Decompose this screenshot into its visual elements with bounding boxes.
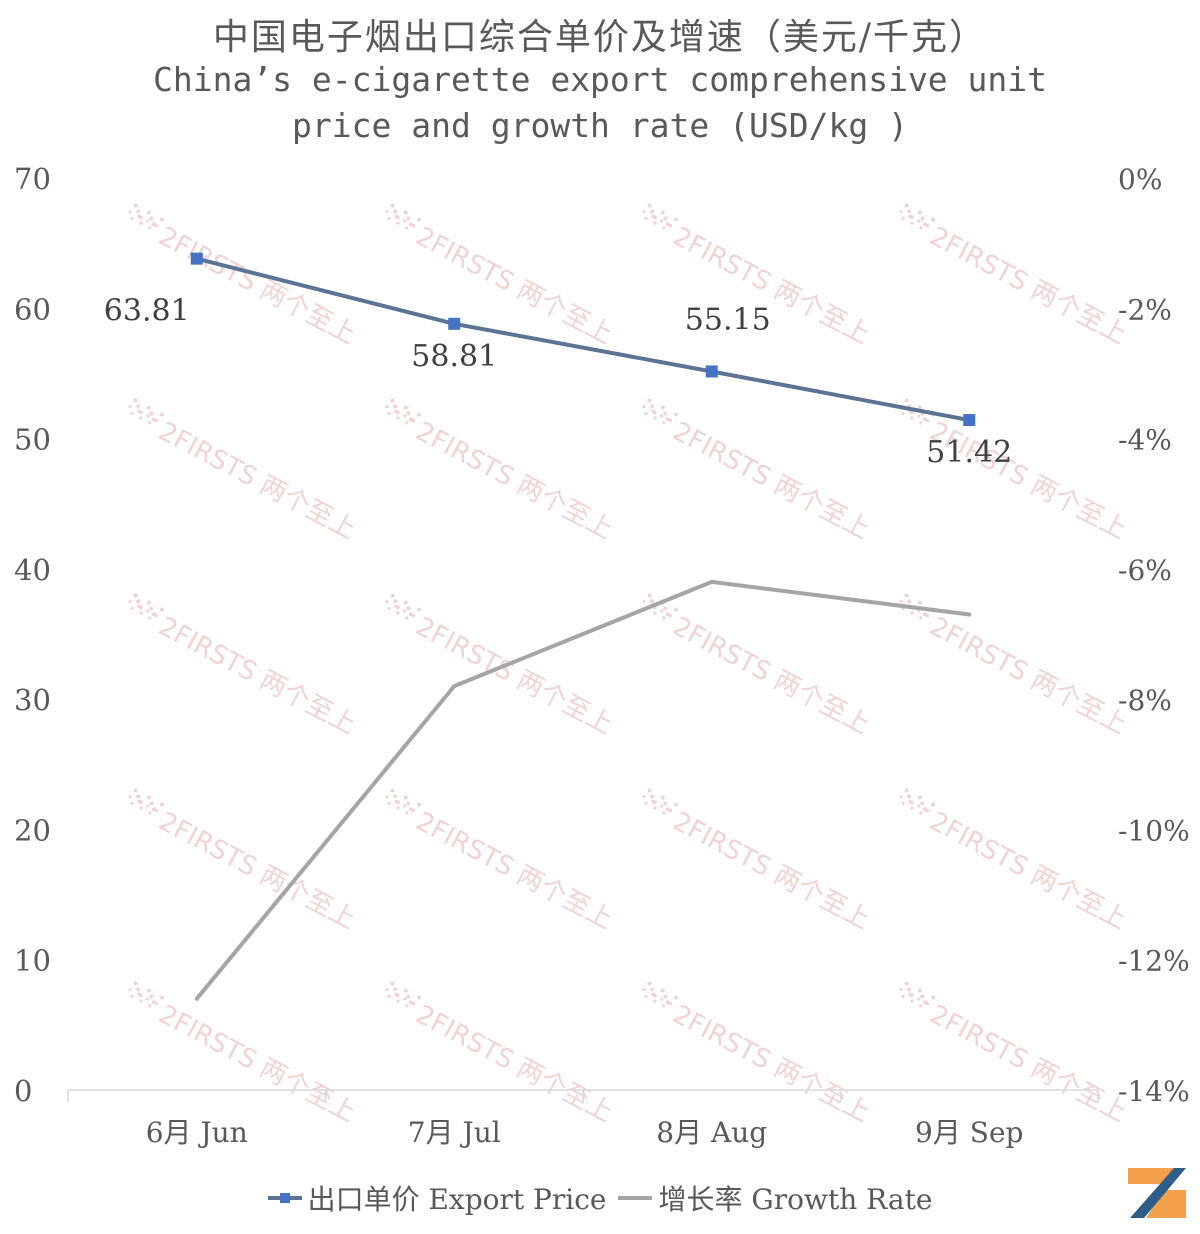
watermark-text: 2FIRSTS 两个至上 bbox=[411, 222, 618, 351]
y-left-tick-label: 60 bbox=[14, 292, 51, 326]
chart-legend: 出口单价 Export Price 增长率 Growth Rate bbox=[0, 1178, 1200, 1218]
watermark-mark: 2FIRSTS 两个至上 bbox=[385, 398, 618, 546]
y-left-tick-label: 10 bbox=[14, 944, 51, 978]
watermark-text: 2FIRSTS 两个至上 bbox=[925, 222, 1132, 351]
series-layer bbox=[190, 252, 976, 1001]
x-tick-label: 8月 Aug bbox=[656, 1116, 767, 1149]
x-tick-label: 6月 Jun bbox=[146, 1116, 248, 1149]
watermark-mark: 2FIRSTS 两个至上 bbox=[385, 203, 618, 351]
watermark-text: 2FIRSTS 两个至上 bbox=[668, 417, 875, 546]
watermark-mark: 2FIRSTS 两个至上 bbox=[128, 788, 361, 936]
x-tick-label: 9月 Sep bbox=[915, 1116, 1023, 1149]
data-label-export-price: 51.42 bbox=[926, 435, 1012, 470]
y-left-tick-label: 30 bbox=[14, 683, 51, 717]
data-label-export-price: 63.81 bbox=[104, 294, 190, 329]
data-label-export-price: 55.15 bbox=[685, 302, 771, 337]
data-point-export-price bbox=[705, 365, 718, 378]
watermark-text: 2FIRSTS 两个至上 bbox=[154, 1000, 361, 1129]
y-left-tick-label: 20 bbox=[14, 813, 51, 847]
y-left-tick-label: 40 bbox=[14, 553, 51, 587]
legend-item-export-price: 出口单价 Export Price bbox=[267, 1178, 607, 1218]
y-right-tick-label: -8% bbox=[1118, 684, 1172, 717]
watermark-mark: 2FIRSTS 两个至上 bbox=[899, 981, 1132, 1129]
watermark-text: 2FIRSTS 两个至上 bbox=[411, 807, 618, 936]
watermark-mark: 2FIRSTS 两个至上 bbox=[642, 593, 875, 741]
y-left-tick-label: 0 bbox=[14, 1074, 32, 1108]
data-point-export-price bbox=[190, 252, 203, 265]
watermark-mark: 2FIRSTS 两个至上 bbox=[128, 398, 361, 546]
y-right-tick-label: 0% bbox=[1118, 163, 1162, 196]
legend-swatch-export-price bbox=[267, 1188, 302, 1208]
watermark-text: 2FIRSTS 两个至上 bbox=[154, 417, 361, 546]
y-right-tick-label: -14% bbox=[1118, 1075, 1190, 1108]
data-label-export-price: 58.81 bbox=[411, 339, 497, 374]
watermark-mark: 2FIRSTS 两个至上 bbox=[385, 593, 618, 741]
watermark-layer: 2FIRSTS 两个至上 2FIRSTS 两个至上 2FIRSTS 两个至上 2FIR… bbox=[128, 203, 1132, 1129]
watermark-mark: 2FIRSTS 两个至上 bbox=[899, 398, 1132, 546]
chart-title-cn: 中国电子烟出口综合单价及增速（美元/千克） bbox=[212, 17, 988, 58]
data-point-export-price bbox=[963, 414, 976, 427]
y-left-tick-label: 50 bbox=[14, 423, 51, 457]
legend-label-export-price: 出口单价 Export Price bbox=[307, 1183, 607, 1216]
legend-swatch-growth-rate bbox=[618, 1188, 653, 1208]
watermark-text: 2FIRSTS 两个至上 bbox=[154, 222, 361, 351]
watermark-text: 2FIRSTS 两个至上 bbox=[668, 1000, 875, 1129]
data-point-export-price bbox=[448, 317, 461, 330]
y-left-tick-label: 70 bbox=[14, 162, 51, 196]
data-labels-layer: 63.81 58.81 55.15 51.42 bbox=[104, 294, 1012, 470]
watermark-text: 2FIRSTS 两个至上 bbox=[668, 612, 875, 741]
y-right-tick-label: -6% bbox=[1118, 554, 1172, 587]
chart-title-en-line2: price and growth rate (USD/kg ) bbox=[292, 106, 908, 145]
y-right-tick-label: -2% bbox=[1118, 293, 1172, 326]
chart-axes: 6月 Jun 7月 Jul 8月 Aug 9月 Sep 0 10 20 30 40 50 60 70 -… bbox=[14, 162, 1190, 1149]
watermark-mark: 2FIRSTS 两个至上 bbox=[899, 203, 1132, 351]
watermark-text: 2FIRSTS 两个至上 bbox=[411, 417, 618, 546]
x-tick-label: 7月 Jul bbox=[408, 1116, 501, 1149]
watermark-text: 2FIRSTS 两个至上 bbox=[411, 1000, 618, 1129]
watermark-text: 2FIRSTS 两个至上 bbox=[925, 612, 1132, 741]
watermark-mark: 2FIRSTS 两个至上 bbox=[642, 788, 875, 936]
watermark-mark: 2FIRSTS 两个至上 bbox=[128, 593, 361, 741]
y-right-tick-label: -4% bbox=[1118, 424, 1172, 457]
y-right-tick-label: -12% bbox=[1118, 945, 1190, 978]
watermark-text: 2FIRSTS 两个至上 bbox=[668, 807, 875, 936]
watermark-mark: 2FIRSTS 两个至上 bbox=[899, 788, 1132, 936]
watermark-mark: 2FIRSTS 两个至上 bbox=[385, 981, 618, 1129]
legend-item-growth-rate: 增长率 Growth Rate bbox=[618, 1178, 932, 1218]
legend-label-growth-rate: 增长率 Growth Rate bbox=[658, 1183, 933, 1216]
watermark-text: 2FIRSTS 两个至上 bbox=[154, 612, 361, 741]
watermark-mark: 2FIRSTS 两个至上 bbox=[128, 981, 361, 1129]
watermark-mark: 2FIRSTS 两个至上 bbox=[899, 593, 1132, 741]
series-line-growth-rate bbox=[194, 579, 972, 1001]
brand-logo-icon bbox=[1128, 1168, 1186, 1218]
chart-title-en-line1: China’s e-cigarette export comprehensive… bbox=[152, 60, 1048, 99]
y-right-tick-label: -10% bbox=[1118, 814, 1190, 847]
watermark-text: 2FIRSTS 两个至上 bbox=[925, 1000, 1132, 1129]
watermark-mark: 2FIRSTS 两个至上 bbox=[385, 788, 618, 936]
watermark-mark: 2FIRSTS 两个至上 bbox=[642, 981, 875, 1129]
watermark-mark: 2FIRSTS 两个至上 bbox=[642, 398, 875, 546]
series-line-export-price bbox=[194, 256, 972, 423]
watermark-text: 2FIRSTS 两个至上 bbox=[925, 807, 1132, 936]
watermark-text: 2FIRSTS 两个至上 bbox=[154, 807, 361, 936]
